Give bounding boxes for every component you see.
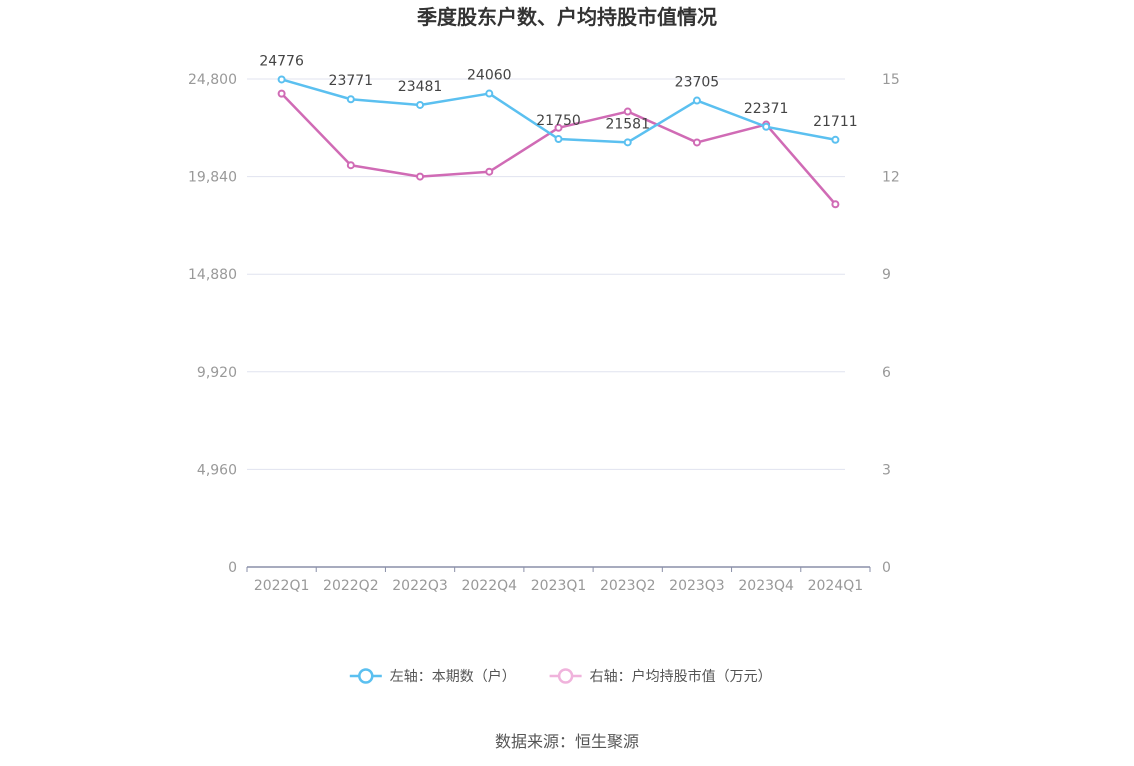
- data-label: 23705: [675, 75, 720, 91]
- left-axis-tick-label: 9,920: [197, 365, 237, 381]
- series-point-right[interactable]: [277, 89, 286, 98]
- series-point-left[interactable]: [762, 122, 771, 131]
- data-label: 22371: [744, 101, 789, 117]
- series-point-right[interactable]: [554, 123, 563, 132]
- x-axis-tick-label: 2023Q3: [669, 578, 725, 594]
- series-point-right[interactable]: [692, 138, 701, 147]
- data-label: 24060: [467, 68, 512, 84]
- series-point-right[interactable]: [485, 167, 494, 176]
- series-point-left[interactable]: [692, 96, 701, 105]
- legend-item[interactable]: 左轴：本期数（户）: [349, 668, 516, 685]
- right-axis-tick-label: 15: [882, 72, 900, 88]
- right-axis-tick-label: 0: [882, 560, 891, 576]
- x-axis-tick-label: 2023Q2: [600, 578, 656, 594]
- x-axis-tick-label: 2022Q3: [392, 578, 448, 594]
- series-point-right[interactable]: [623, 107, 632, 116]
- legend-item[interactable]: 右轴：户均持股市值（万元）: [549, 668, 772, 685]
- right-axis-tick-label: 12: [882, 170, 900, 186]
- left-axis-tick-label: 14,880: [188, 267, 237, 283]
- series-point-left[interactable]: [831, 135, 840, 144]
- source-text: 数据来源：恒生聚源: [495, 732, 639, 751]
- series-point-left[interactable]: [277, 75, 286, 84]
- data-label: 24776: [259, 53, 304, 69]
- left-axis-tick-label: 24,800: [188, 72, 237, 88]
- right-axis-tick-label: 6: [882, 365, 891, 381]
- x-axis-tick-label: 2022Q4: [461, 578, 517, 594]
- left-axis-tick-label: 4,960: [197, 462, 237, 478]
- x-axis-tick-label: 2022Q2: [323, 578, 379, 594]
- data-label: 23771: [329, 73, 374, 89]
- data-label: 21711: [813, 114, 858, 130]
- data-label: 21581: [605, 116, 650, 132]
- x-axis-tick-label: 2023Q1: [531, 578, 587, 594]
- left-axis-tick-label: 19,840: [188, 170, 237, 186]
- data-label: 23481: [398, 79, 443, 95]
- label-layer: 24776 23771 23481 24060 21750 21581 23705 22371…: [259, 53, 857, 132]
- series-point-right[interactable]: [346, 161, 355, 170]
- right-axis-tick-label: 3: [882, 462, 891, 478]
- grid-layer: [247, 78, 845, 470]
- data-label: 21750: [536, 113, 581, 129]
- series-point-left[interactable]: [623, 138, 632, 147]
- x-axis-tick-label: 2024Q1: [808, 578, 864, 594]
- legend-label: 右轴：户均持股市值（万元）: [590, 668, 772, 685]
- chart-title: 季度股东户数、户均持股市值情况: [416, 5, 717, 29]
- series-point-left[interactable]: [346, 95, 355, 104]
- series-layer: [277, 75, 840, 209]
- x-axis-tick-label: 2022Q1: [254, 578, 310, 594]
- series-point-left[interactable]: [554, 135, 563, 144]
- legend-swatch-marker: [557, 668, 574, 684]
- right-axis-tick-label: 9: [882, 267, 891, 283]
- legend-label: 左轴：本期数（户）: [390, 668, 516, 685]
- series-point-right[interactable]: [416, 172, 425, 181]
- series-point-left[interactable]: [416, 100, 425, 109]
- series-point-right[interactable]: [831, 200, 840, 209]
- x-axis-tick-label: 2023Q4: [738, 578, 794, 594]
- axis-layer: 0 4,960 9,920 14,880 19,840 24,800 0 3 6 9 12 15 202…: [188, 72, 900, 594]
- series-point-left[interactable]: [485, 89, 494, 98]
- left-axis-tick-label: 0: [228, 560, 237, 576]
- legend[interactable]: 左轴：本期数（户） 右轴：户均持股市值（万元）: [349, 668, 772, 685]
- legend-swatch-marker: [358, 668, 374, 684]
